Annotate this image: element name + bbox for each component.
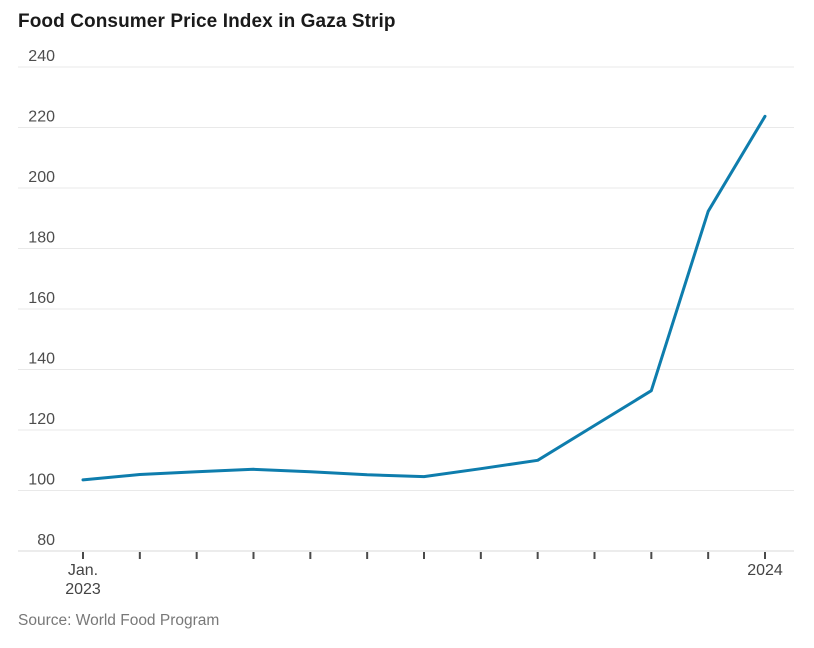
x-axis-label: Jan. bbox=[68, 562, 98, 579]
data-line-food-cpi bbox=[81, 114, 767, 482]
y-axis-label: 120 bbox=[28, 411, 55, 428]
y-axis-label: 100 bbox=[28, 472, 55, 489]
y-axis-label: 160 bbox=[28, 290, 55, 307]
x-axis-label: 2023 bbox=[65, 581, 101, 598]
chart-title: Food Consumer Price Index in Gaza Strip bbox=[18, 11, 396, 32]
y-axis-label: 240 bbox=[28, 48, 55, 65]
x-axis-label: 2024 bbox=[747, 562, 783, 579]
y-axis-label: 220 bbox=[28, 109, 55, 126]
source-note: Source: World Food Program bbox=[18, 612, 220, 629]
y-axis-label: 140 bbox=[28, 351, 55, 368]
y-axis-label: 80 bbox=[37, 532, 55, 549]
y-axis-label: 200 bbox=[28, 169, 55, 186]
y-axis-label: 180 bbox=[28, 230, 55, 247]
